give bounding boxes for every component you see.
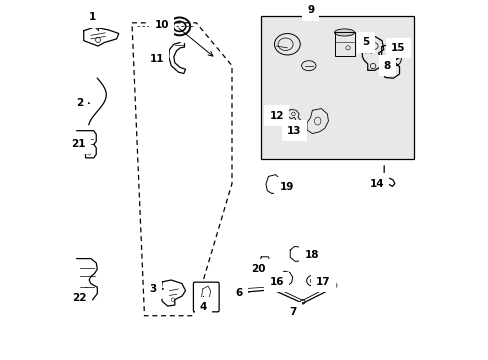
- Text: 17: 17: [315, 277, 330, 287]
- Bar: [260, 16, 413, 158]
- Text: 5: 5: [362, 37, 369, 53]
- Text: 9: 9: [306, 5, 313, 15]
- Text: 16: 16: [269, 277, 284, 287]
- Text: 20: 20: [251, 264, 265, 274]
- Text: 22: 22: [72, 288, 86, 303]
- Text: 15: 15: [390, 43, 405, 54]
- Text: 3: 3: [149, 284, 163, 294]
- Text: 14: 14: [368, 179, 383, 189]
- Text: 11: 11: [149, 54, 169, 64]
- Text: 4: 4: [199, 297, 207, 312]
- Text: 2: 2: [76, 98, 89, 108]
- Text: 18: 18: [304, 250, 318, 260]
- Text: 19: 19: [279, 182, 293, 192]
- Ellipse shape: [334, 29, 354, 36]
- Text: 7: 7: [288, 305, 301, 317]
- FancyBboxPatch shape: [193, 282, 219, 312]
- Text: 1: 1: [89, 13, 98, 30]
- Text: 10: 10: [154, 19, 169, 30]
- Text: 12: 12: [269, 111, 284, 121]
- Text: 21: 21: [71, 139, 85, 149]
- Text: 13: 13: [286, 126, 301, 136]
- Text: 8: 8: [383, 61, 390, 71]
- Text: 6: 6: [235, 288, 247, 297]
